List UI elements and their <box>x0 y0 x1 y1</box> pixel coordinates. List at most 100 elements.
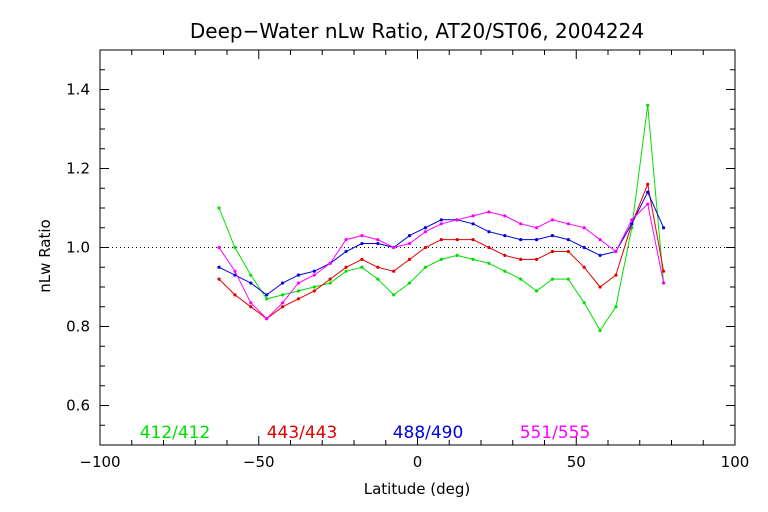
data-point <box>566 249 570 254</box>
data-point <box>487 210 491 214</box>
data-point <box>376 277 380 281</box>
data-point <box>487 245 491 250</box>
data-point <box>534 226 539 230</box>
data-point <box>503 253 507 257</box>
data-point <box>249 273 253 277</box>
data-point <box>344 238 348 242</box>
y-axis-label: nLw Ratio <box>36 219 54 292</box>
data-point <box>439 238 443 242</box>
data-point <box>296 297 301 301</box>
data-point <box>471 257 475 261</box>
data-point <box>423 230 428 234</box>
data-point <box>407 234 412 238</box>
data-point <box>392 269 396 273</box>
data-point <box>566 222 570 226</box>
data-point <box>217 277 221 281</box>
legend-label: 412/412 <box>140 423 211 443</box>
series-line-488-490 <box>218 191 665 296</box>
data-point <box>455 238 459 242</box>
y-tick-label: 0.6 <box>66 397 90 415</box>
data-point <box>344 265 348 269</box>
data-point <box>312 285 316 289</box>
data-point <box>519 257 523 261</box>
data-point <box>550 249 555 254</box>
data-point <box>392 245 396 250</box>
data-point <box>265 293 269 297</box>
data-point <box>598 328 602 333</box>
data-point <box>661 269 666 273</box>
data-point <box>376 241 380 246</box>
legend-label: 443/443 <box>267 423 338 443</box>
x-tick-label: −100 <box>79 453 120 471</box>
data-point <box>280 305 285 309</box>
data-point <box>360 257 364 261</box>
x-tick-label: −50 <box>243 453 275 471</box>
data-point <box>217 245 221 250</box>
x-tick-label: 0 <box>413 453 423 471</box>
data-point <box>614 273 618 277</box>
data-point <box>598 253 602 257</box>
series-line-412-412 <box>218 105 665 332</box>
data-point <box>646 103 650 107</box>
data-point <box>328 277 332 281</box>
data-point <box>296 289 301 293</box>
data-point <box>519 277 523 281</box>
data-point <box>598 238 602 242</box>
data-point <box>566 238 570 242</box>
data-point <box>249 281 253 285</box>
data-point <box>661 281 666 285</box>
data-point <box>407 257 412 261</box>
data-point <box>503 269 507 273</box>
data-point <box>249 305 253 309</box>
data-point <box>312 289 316 293</box>
data-point <box>503 214 507 218</box>
data-point <box>582 226 586 230</box>
data-point <box>280 301 285 305</box>
data-point <box>328 261 332 265</box>
y-tick-label: 1.2 <box>66 160 90 178</box>
data-point <box>550 218 555 222</box>
data-point <box>265 297 269 301</box>
data-point <box>614 305 618 309</box>
y-tick-label: 1.0 <box>66 239 90 257</box>
data-point <box>550 277 555 281</box>
data-point <box>233 273 237 277</box>
data-point <box>630 222 634 226</box>
data-point <box>376 265 380 269</box>
x-tick-label: 50 <box>567 453 586 471</box>
data-point <box>280 281 285 285</box>
data-point <box>217 265 221 269</box>
legend-label: 551/555 <box>520 423 591 443</box>
data-point <box>407 241 412 246</box>
data-point <box>519 222 523 226</box>
data-point <box>630 218 634 222</box>
data-point <box>487 230 491 234</box>
data-point <box>534 289 539 293</box>
data-point <box>312 269 316 273</box>
data-point <box>423 265 428 269</box>
data-point <box>550 234 555 238</box>
data-point <box>233 269 237 273</box>
data-point <box>296 273 301 277</box>
data-point <box>582 245 586 250</box>
data-point <box>265 317 269 321</box>
data-point <box>360 234 364 238</box>
chart-title: Deep−Water nLw Ratio, AT20/ST06, 2004224 <box>190 19 644 43</box>
x-axis-label: Latitude (deg) <box>364 480 470 498</box>
data-point <box>503 234 507 238</box>
data-point <box>471 214 475 218</box>
data-point <box>360 265 364 269</box>
x-tick-label: 100 <box>721 453 750 471</box>
data-point <box>598 285 602 289</box>
data-point <box>233 245 237 250</box>
data-point <box>233 293 237 297</box>
data-point <box>646 202 650 206</box>
data-point <box>661 226 666 230</box>
data-point <box>344 269 348 273</box>
data-point <box>328 281 332 285</box>
y-tick-label: 0.8 <box>66 318 90 336</box>
data-point <box>407 281 412 285</box>
data-point <box>423 245 428 250</box>
data-point <box>582 301 586 305</box>
